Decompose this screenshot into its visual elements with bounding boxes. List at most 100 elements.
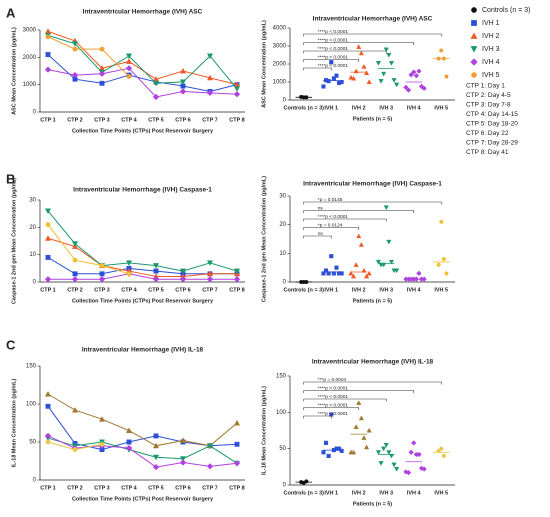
x-tick-label: CTP 4 [121,485,137,491]
data-point [72,46,78,52]
y-tick-label: 0 [33,280,37,286]
data-point [71,71,79,79]
data-point [99,263,105,269]
data-point [439,446,444,451]
x-tick-label: IVH 4 [407,105,422,111]
significance-bracket [303,42,415,45]
x-tick-label: IVH 3 [379,287,393,293]
legend-note: CTP 7: Day 28-29 [466,140,518,147]
legend-note: CTP 2: Day 4-5 [466,92,511,99]
significance-label: ns [318,232,324,237]
chart-title: Intraventricular Hemorrhage (IVH) IL-18 [312,359,434,366]
data-point [386,450,392,455]
legend-marker [470,58,478,66]
data-point [394,268,400,274]
data-point [421,466,427,472]
x-tick-label: CTP 6 [175,485,191,491]
y-tick-label: 150 [26,364,37,370]
data-point [206,53,214,60]
data-point [152,276,160,283]
data-point [439,219,444,224]
legend-label: Controls (n = 3) [482,7,530,14]
data-point [416,270,422,277]
data-point [179,268,187,275]
x-tick-label: IVH 2 [352,287,366,293]
data-point [126,439,132,445]
data-point [206,89,214,97]
data-point [206,463,214,470]
y-tick-label: 50 [279,446,286,452]
data-point [99,80,105,86]
x-tick-label: CTP 6 [175,117,191,123]
legend-marker [471,7,477,13]
legend-note: CTP 4: Day 14-15 [466,111,518,118]
x-tick-label: IVH 1 [324,105,338,111]
significance-bracket [303,67,332,71]
series-line [47,210,238,272]
significance-label: *p = 0.0124 [318,222,343,228]
chart-title: Intraventricular Hemorrhage (IVH) ASC [313,16,433,23]
significance-label: ****p < 0.0001 [318,411,349,417]
data-point [339,448,344,453]
data-point [326,453,331,458]
data-point [383,205,389,211]
legend-label: IVH 2 [482,33,500,40]
x-tick-label: Controls (n = 3) [284,287,325,293]
x-tick-label: Controls (n = 3) [284,105,325,111]
x-tick-label: CTP 2 [67,485,83,491]
significance-label: ****p < 0.0001 [318,46,349,52]
series-line [47,437,238,464]
data-point [179,437,187,443]
data-point [45,439,51,445]
significance-bracket [303,381,442,385]
data-point [331,76,336,81]
y-axis-label: Caspase-1 2nd gen Mean Concentration (pg… [261,176,267,302]
x-tick-label: CTP 1 [40,485,56,491]
x-tick-label: IVH 1 [324,490,338,496]
x-tick-label: CTP 1 [40,117,56,123]
x-tick-label: IVH 5 [434,105,448,111]
data-point [206,443,214,449]
data-point [348,449,354,455]
data-point [366,427,372,433]
data-point [358,242,364,247]
data-point [71,241,79,247]
x-tick-label: IVH 2 [352,105,366,111]
data-point [45,34,51,40]
y-tick-label: 20 [279,222,286,228]
data-point [444,74,449,79]
data-point [206,276,214,283]
data-point [416,451,422,458]
legend-marker [470,32,478,39]
data-point [45,403,51,409]
data-point [152,93,160,101]
y-tick-label: 10 [279,251,286,257]
y-tick-label: 3000 [23,28,37,34]
y-tick-label: 0 [283,280,287,286]
y-tick-label: 2000 [23,55,37,61]
series-line [48,273,237,280]
data-point [356,44,362,49]
x-tick-label: IVH 2 [352,490,366,496]
x-tick-label: IVH 5 [434,287,448,293]
data-point [348,74,354,80]
data-point [411,69,417,75]
data-point [233,419,241,426]
data-point [381,446,387,452]
significance-bracket [303,218,387,222]
data-point [436,262,441,267]
data-point [72,257,78,263]
data-point [153,433,159,439]
data-point [234,441,240,447]
significance-bracket [303,235,332,239]
series-line [47,67,238,98]
data-point [375,259,382,265]
legend-label: IVH 1 [482,20,500,27]
data-point [71,41,79,47]
y-tick-label: 100 [26,402,37,408]
x-tick-label: CTP 7 [202,485,218,491]
data-point [366,270,372,276]
data-point [375,450,382,455]
x-tick-label: CTP 2 [67,287,83,293]
significance-bracket [303,407,360,410]
